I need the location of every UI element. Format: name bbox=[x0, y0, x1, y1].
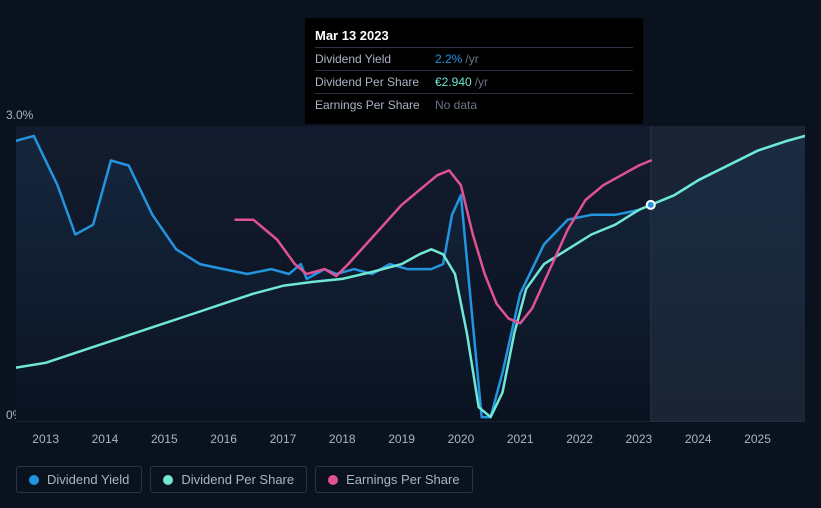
x-axis-tick: 2013 bbox=[32, 432, 59, 446]
x-axis-tick: 2016 bbox=[210, 432, 237, 446]
x-axis-tick: 2020 bbox=[448, 432, 475, 446]
legend-item-dividend-yield[interactable]: Dividend Yield bbox=[16, 466, 142, 493]
x-axis-tick: 2024 bbox=[685, 432, 712, 446]
x-axis-tick: 2019 bbox=[388, 432, 415, 446]
x-axis-tick: 2025 bbox=[744, 432, 771, 446]
tooltip-row-value: No data bbox=[435, 98, 477, 112]
legend-item-earnings-per-share[interactable]: Earnings Per Share bbox=[315, 466, 472, 493]
x-axis-tick: 2021 bbox=[507, 432, 534, 446]
chart-legend: Dividend Yield Dividend Per Share Earnings… bbox=[16, 466, 473, 493]
x-axis-tick: 2017 bbox=[270, 432, 297, 446]
y-axis-max-label: 3.0% bbox=[6, 108, 33, 122]
legend-label: Dividend Yield bbox=[47, 472, 129, 487]
x-axis-tick: 2023 bbox=[626, 432, 653, 446]
legend-label: Dividend Per Share bbox=[181, 472, 294, 487]
tooltip-row-label: Dividend Yield bbox=[315, 52, 435, 66]
tooltip-row-label: Earnings Per Share bbox=[315, 98, 435, 112]
x-axis-tick: 2014 bbox=[92, 432, 119, 446]
tooltip-row-value: €2.940 bbox=[435, 75, 472, 89]
x-axis-tick: 2022 bbox=[566, 432, 593, 446]
tooltip-date: Mar 13 2023 bbox=[315, 24, 633, 47]
dividend-chart-container: Mar 13 2023 Dividend Yield2.2%/yrDividen… bbox=[0, 0, 821, 508]
x-axis: 2013 2014 2015 2016 2017 2018 2019 2020 2021 2022… bbox=[16, 432, 805, 448]
tooltip-row: Dividend Yield2.2%/yr bbox=[315, 47, 633, 70]
x-axis-tick: 2018 bbox=[329, 432, 356, 446]
legend-label: Earnings Per Share bbox=[346, 472, 459, 487]
legend-item-dividend-per-share[interactable]: Dividend Per Share bbox=[150, 466, 307, 493]
tooltip-row: Dividend Per Share€2.940/yr bbox=[315, 70, 633, 93]
tooltip-row-unit: /yr bbox=[475, 75, 488, 89]
tooltip-row: Earnings Per ShareNo data bbox=[315, 93, 633, 116]
chart-svg bbox=[16, 126, 805, 422]
tooltip-row-unit: /yr bbox=[465, 52, 478, 66]
tooltip-row-label: Dividend Per Share bbox=[315, 75, 435, 89]
legend-dot-icon bbox=[328, 475, 338, 485]
x-axis-tick: 2015 bbox=[151, 432, 178, 446]
legend-dot-icon bbox=[163, 475, 173, 485]
legend-dot-icon bbox=[29, 475, 39, 485]
tooltip-row-value: 2.2% bbox=[435, 52, 462, 66]
chart-tooltip: Mar 13 2023 Dividend Yield2.2%/yrDividen… bbox=[305, 18, 643, 124]
chart-plot-area[interactable] bbox=[16, 126, 805, 422]
